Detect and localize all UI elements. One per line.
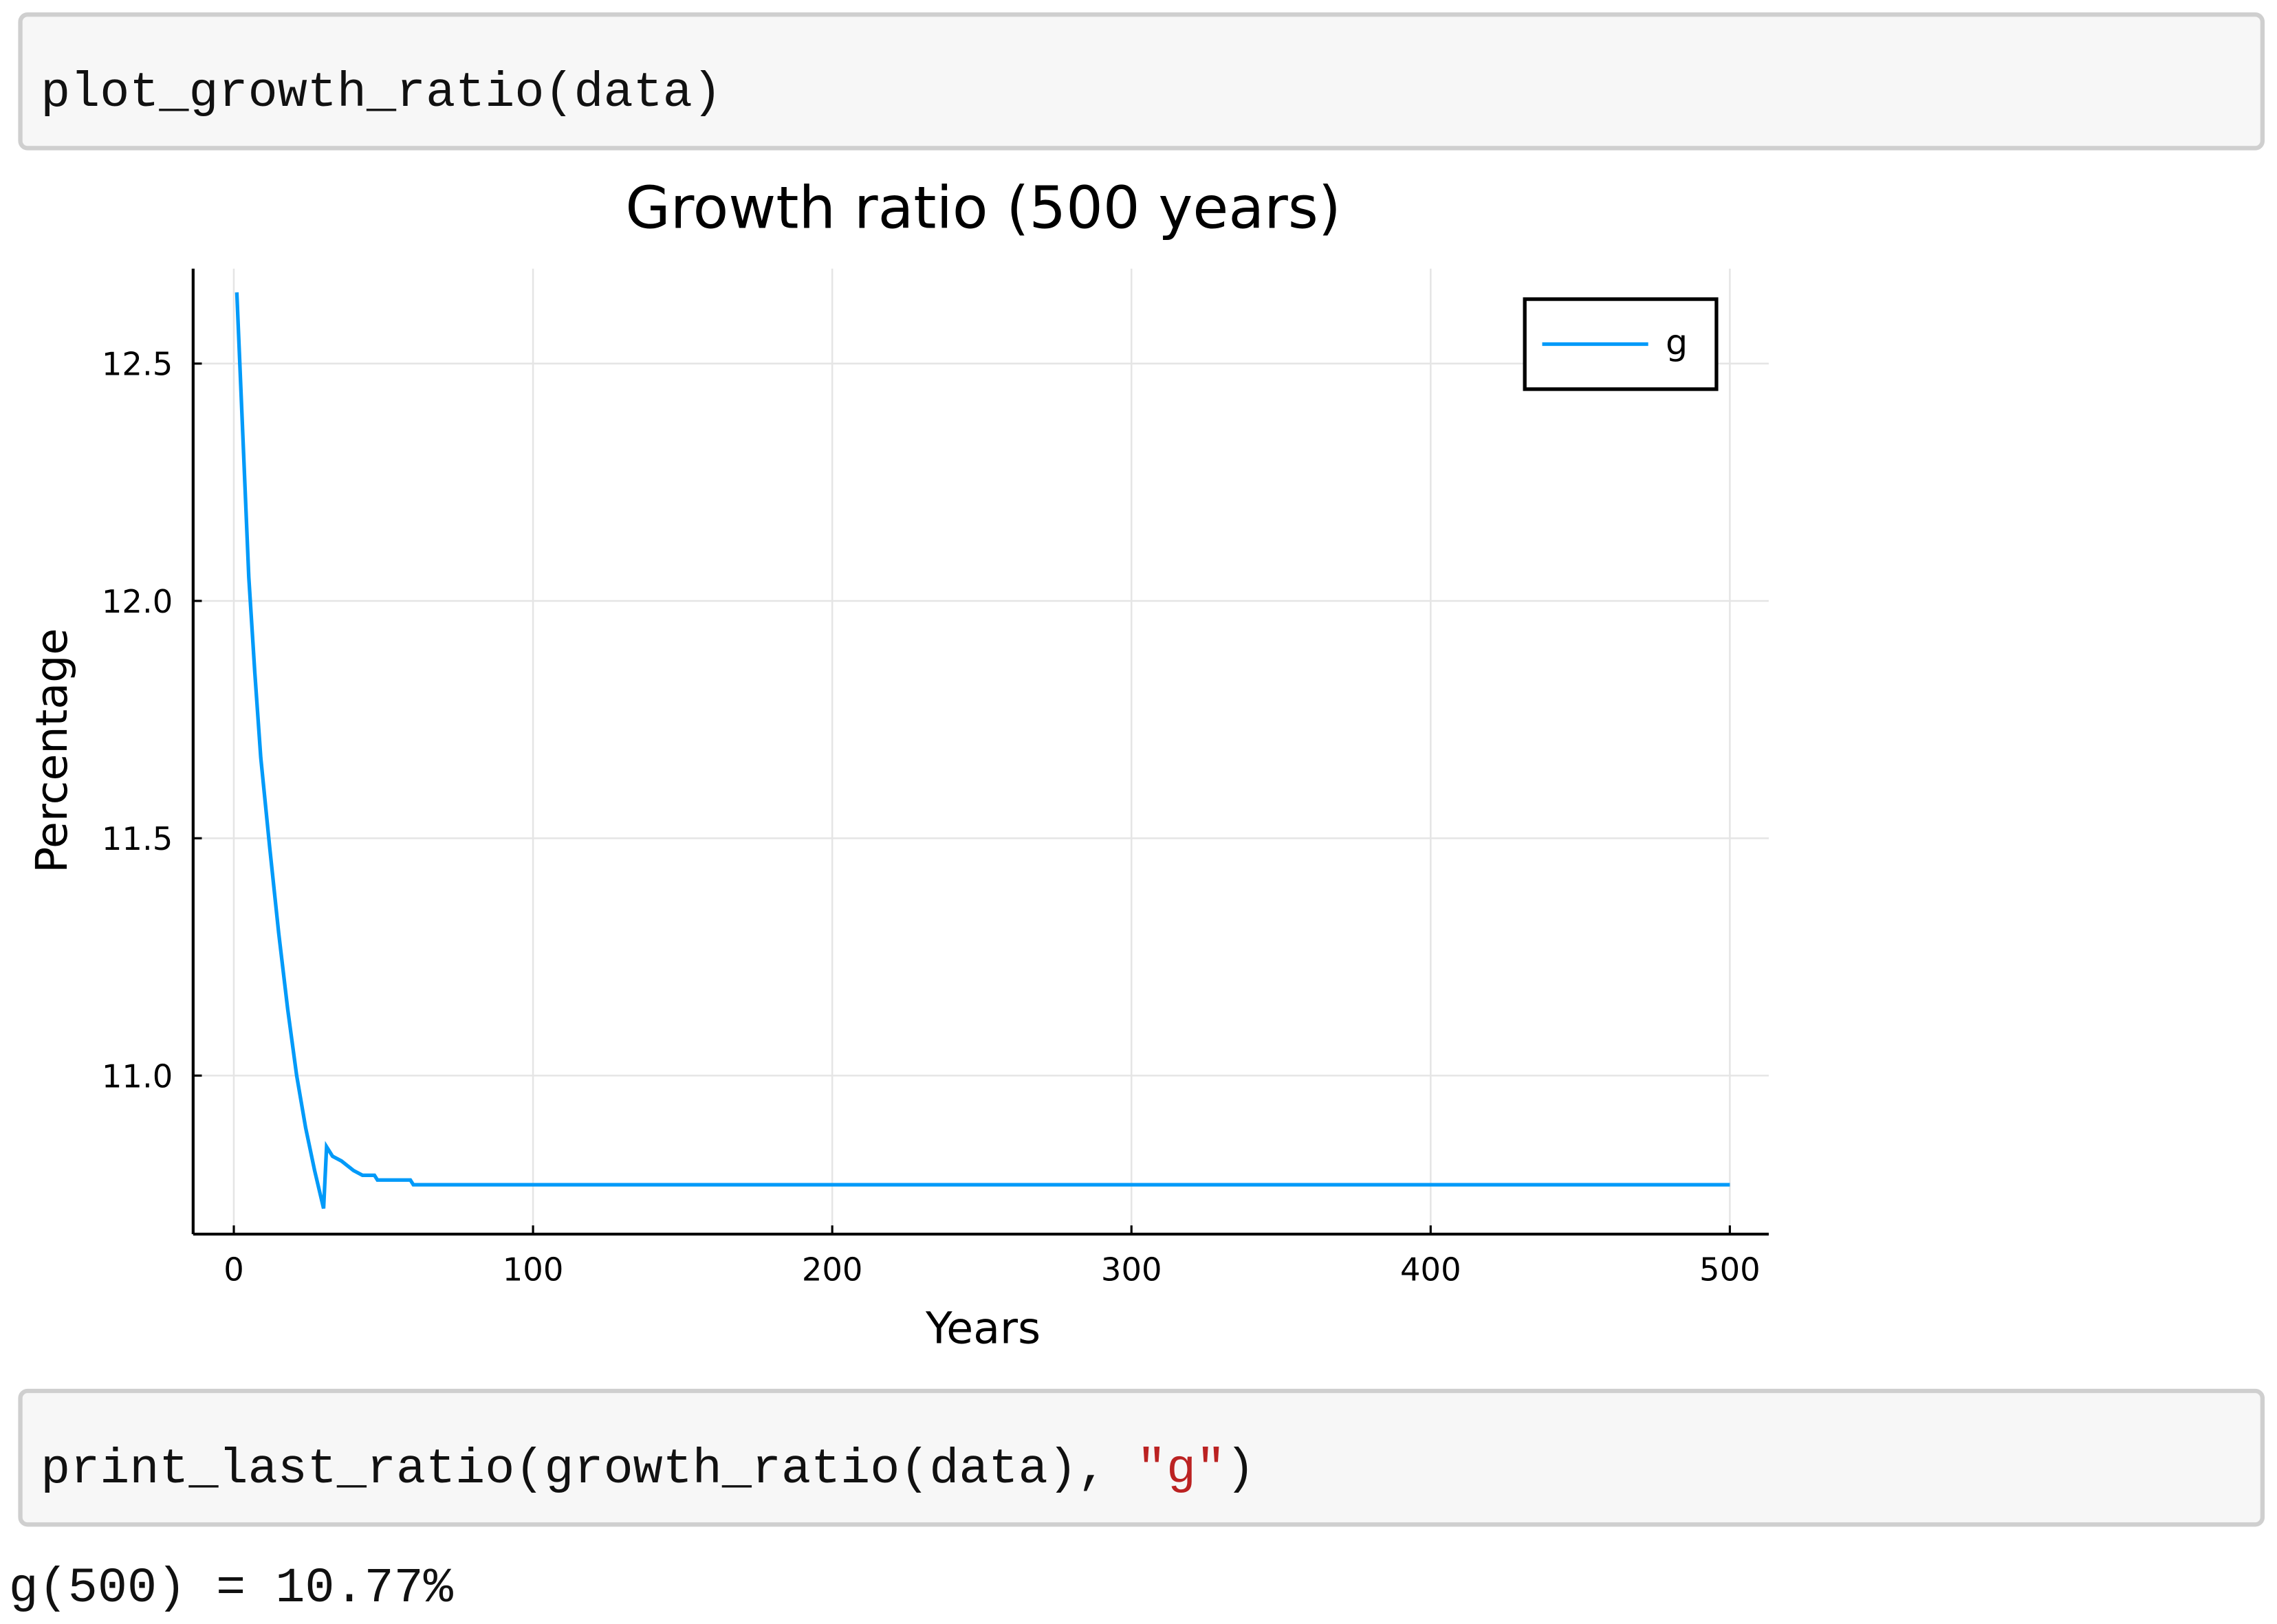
code-cell[interactable] bbox=[18, 12, 2265, 151]
x-tick-label: 300 bbox=[1101, 1251, 1162, 1288]
code: ) bbox=[1225, 1441, 1255, 1497]
code-string: "g" bbox=[1137, 1441, 1225, 1497]
y-tick-label: 11.0 bbox=[102, 1057, 173, 1095]
legend-label: g bbox=[1666, 322, 1688, 362]
x-tick-label: 500 bbox=[1699, 1251, 1761, 1288]
y-tick-label: 12.5 bbox=[102, 346, 173, 383]
y-tick-label: 11.5 bbox=[102, 820, 173, 857]
x-axis-label: Years bbox=[925, 1302, 1041, 1353]
line-series bbox=[235, 292, 1730, 1209]
y-tick-label: 12.0 bbox=[102, 583, 173, 620]
output: g(500) = 10.77% bbox=[9, 1560, 454, 1616]
x-tick-label: 400 bbox=[1400, 1251, 1461, 1288]
code: plot_growth_ratio(data) bbox=[41, 65, 722, 121]
code: print_last_ratio(growth_ratio(data), bbox=[41, 1441, 1137, 1497]
y-axis-label: Percentage bbox=[26, 628, 77, 873]
chart-title: Growth ratio (500 years) bbox=[625, 175, 1340, 242]
x-tick-label: 0 bbox=[224, 1251, 244, 1288]
code-cell[interactable] bbox=[18, 1388, 2265, 1527]
chart: Growth ratio (500 years) Years Percentag… bbox=[26, 175, 1769, 1353]
x-tick-label: 100 bbox=[503, 1251, 564, 1288]
x-tick-label: 200 bbox=[802, 1251, 863, 1288]
code-line: print_last_ratio(growth_ratio(data), "g"… bbox=[41, 1441, 1255, 1497]
